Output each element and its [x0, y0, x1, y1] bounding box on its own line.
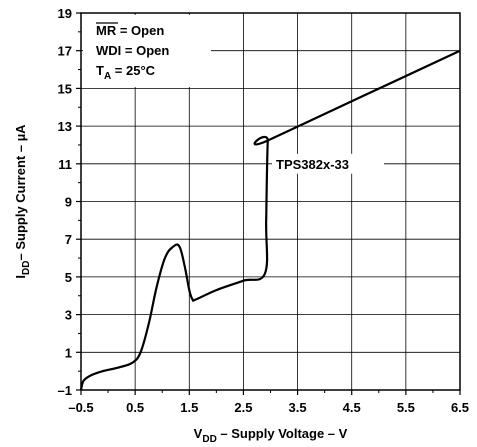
y-tick-label: 1: [65, 345, 72, 360]
x-axis-title: VDD – Supply Voltage – V: [194, 426, 348, 445]
y-tick-label: 5: [65, 270, 72, 285]
y-axis-title: IDD– Supply Current – µA: [13, 124, 32, 279]
x-tick-label: 1.5: [180, 400, 198, 415]
x-tick-label: 2.5: [234, 400, 252, 415]
x-tick-label: 5.5: [397, 400, 415, 415]
annotation-ta-sub: A: [104, 71, 111, 82]
y-tick-label: 11: [58, 157, 72, 172]
annotation-wdi: WDI = Open: [96, 43, 169, 58]
y-tick-label: 17: [58, 44, 72, 59]
x-axis-title-main: V: [194, 426, 203, 441]
annotation-mr-label: MR: [96, 23, 117, 38]
x-tick-label: –0.5: [68, 400, 93, 415]
annotation-mr: MR = Open: [96, 23, 164, 38]
y-tick-label: –1: [58, 383, 72, 398]
x-tick-label: 6.5: [451, 400, 469, 415]
y-axis-title-rest: – Supply Current – µA: [13, 124, 28, 261]
x-tick-label: 0.5: [126, 400, 144, 415]
ticks: [76, 12, 461, 395]
y-axis-title-main: I: [13, 275, 28, 279]
legend-box: [83, 15, 211, 87]
series-line-tps382x-33: [79, 49, 461, 391]
annotation-ta-label: T: [96, 63, 104, 78]
y-tick-label: 19: [58, 6, 72, 21]
y-tick-label: 7: [65, 232, 72, 247]
annotation-ta: TA = 25°C: [96, 63, 156, 82]
x-tick-labels: –0.5 0.5 1.5 2.5 3.5 4.5 5.5 6.5: [68, 400, 469, 415]
x-axis-title-rest: – Supply Voltage – V: [217, 426, 348, 441]
x-tick-label: 4.5: [343, 400, 361, 415]
x-axis-title-sub: DD: [202, 434, 216, 445]
series-label: TPS382x-33: [276, 157, 349, 172]
y-axis-title-sub: DD: [21, 261, 32, 275]
x-tick-label: 3.5: [289, 400, 307, 415]
y-tick-label: 9: [65, 195, 72, 210]
series-label-box: [272, 153, 384, 174]
annotation-ta-rest: = 25°C: [111, 63, 155, 78]
y-tick-label: 3: [65, 308, 72, 323]
y-tick-label: 15: [58, 81, 72, 96]
annotation-mr-rest: = Open: [116, 23, 164, 38]
y-tick-label: 13: [58, 119, 72, 134]
